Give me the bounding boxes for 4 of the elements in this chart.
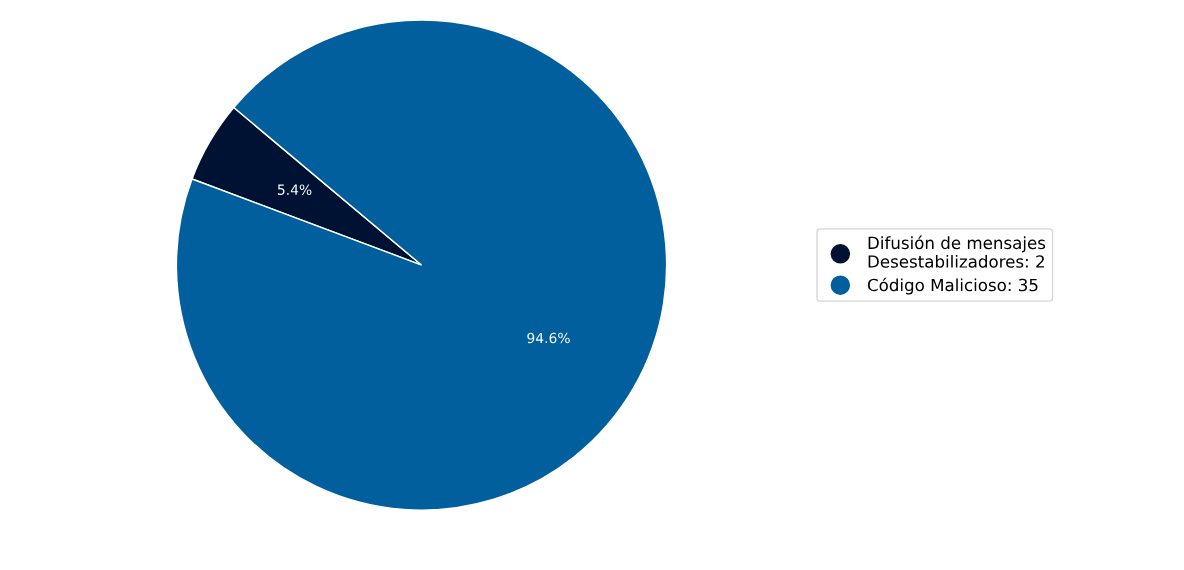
legend-label: Difusión de mensajes Desestabilizadores: 2 (868, 235, 1046, 268)
legend-label: Código Malicioso: 35 (867, 277, 1038, 295)
data-label: 94.6% (527, 332, 570, 344)
data-label: 5.4% (277, 184, 312, 195)
